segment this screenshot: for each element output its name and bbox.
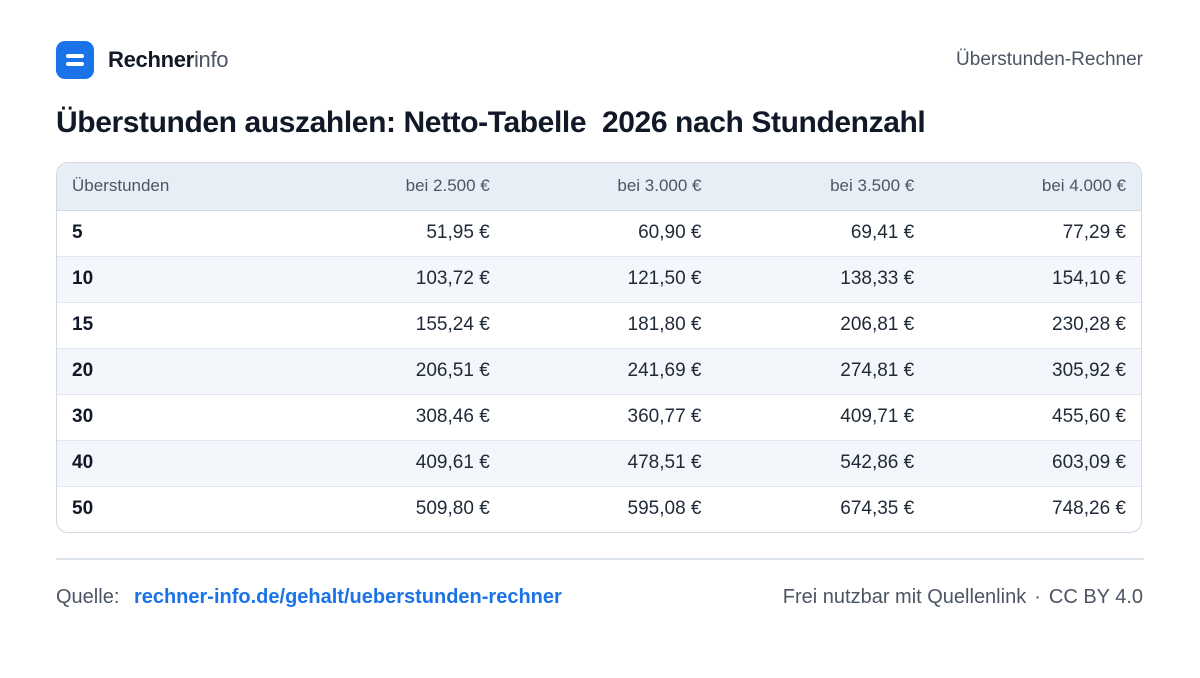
column-header: bei 3.000 € bbox=[504, 163, 717, 211]
netto-value-cell: 409,71 € bbox=[716, 393, 930, 440]
table-row: 20 206,51 €241,69 €274,81 €305,92 € bbox=[57, 347, 1141, 394]
table-row: 40 409,61 €478,51 €542,86 €603,09 € bbox=[57, 439, 1141, 486]
brand-name-strong: Rechner bbox=[108, 47, 194, 72]
netto-value-cell: 360,77 € bbox=[504, 393, 717, 440]
netto-value-cell: 603,09 € bbox=[929, 439, 1141, 486]
netto-value-cell: 595,08 € bbox=[504, 485, 717, 532]
netto-value-cell: 103,72 € bbox=[295, 255, 505, 302]
site-header: Rechnerinfo Überstunden-Rechner bbox=[56, 40, 1143, 80]
license-info: Frei nutzbar mit Quellenlink · CC BY 4.0 bbox=[783, 586, 1143, 609]
page-title: Überstunden auszahlen: Netto-Tabelle 202… bbox=[56, 106, 926, 139]
hours-cell: 40 bbox=[57, 439, 296, 486]
netto-value-cell: 60,90 € bbox=[638, 222, 702, 243]
netto-value-cell: 748,26 € bbox=[929, 485, 1141, 532]
table-body: 5 51,95 €60,90 €69,41 €77,29 €10 103,72 €1… bbox=[57, 210, 1141, 532]
table-row: 50 509,80 €595,08 €674,35 €748,26 € bbox=[57, 485, 1141, 532]
column-header: bei 3.500 € bbox=[716, 163, 930, 211]
hours-cell: 30 bbox=[57, 393, 296, 440]
hours-cell: 10 bbox=[57, 255, 296, 302]
netto-value-cell: 206,81 € bbox=[716, 301, 930, 348]
table-row: 30 308,46 €360,77 €409,71 €455,60 € bbox=[57, 393, 1141, 440]
table-row: 10 103,72 €121,50 €138,33 €154,10 € bbox=[57, 255, 1141, 302]
netto-value-cell: 542,86 € bbox=[716, 439, 930, 486]
netto-value-cell: 181,80 € bbox=[504, 301, 717, 348]
netto-value-cell: 51,95 € bbox=[426, 222, 490, 243]
netto-value-cell: 154,10 € bbox=[929, 255, 1141, 302]
hours-cell: 50 bbox=[57, 485, 296, 532]
netto-value-cell: 69,41 € bbox=[850, 222, 915, 243]
netto-value-cell: 206,51 € bbox=[295, 347, 505, 394]
data-table: Überstunden bei 2.500 € bei 3.000 € bei 3.5… bbox=[57, 163, 1141, 532]
license-separator: · bbox=[1034, 585, 1041, 608]
netto-value-cell: 274,81 € bbox=[716, 347, 930, 394]
brand-name-light: info bbox=[193, 47, 229, 72]
netto-value-cell: 138,33 € bbox=[716, 255, 930, 302]
netto-value-cell: 409,61 € bbox=[295, 439, 505, 486]
netto-value-cell: 305,92 € bbox=[929, 347, 1141, 394]
netto-value-cell: 478,51 € bbox=[504, 439, 717, 486]
license-name: CC BY 4.0 bbox=[1048, 585, 1143, 608]
footer-divider bbox=[56, 558, 1144, 560]
netto-value-cell: 308,46 € bbox=[295, 393, 505, 440]
netto-value-cell: 674,35 € bbox=[716, 485, 930, 532]
netto-value-cell: 509,80 € bbox=[295, 485, 505, 532]
netto-value-cell: 241,69 € bbox=[504, 347, 717, 394]
brand-name: Rechnerinfo bbox=[108, 47, 229, 73]
hours-cell: 5 bbox=[72, 222, 83, 243]
netto-table: Überstunden bei 2.500 € bei 3.000 € bei 3.5… bbox=[56, 162, 1142, 533]
netto-value-cell: 77,29 € bbox=[1062, 222, 1126, 243]
brand[interactable]: Rechnerinfo bbox=[56, 41, 229, 79]
hours-cell: 20 bbox=[57, 347, 296, 394]
table-row: 15 155,24 €181,80 €206,81 €230,28 € bbox=[57, 301, 1141, 348]
column-header: bei 2.500 € bbox=[295, 163, 505, 211]
section-label: Überstunden-Rechner bbox=[956, 49, 1143, 70]
license-text: Frei nutzbar mit Quellenlink bbox=[782, 585, 1027, 608]
netto-value-cell: 155,24 € bbox=[295, 301, 505, 348]
table-row: 5 51,95 € 60,90 € 69,41 € 77,29 € bbox=[57, 210, 1141, 256]
netto-value-cell: 455,60 € bbox=[929, 393, 1141, 440]
column-header: bei 4.000 € bbox=[929, 163, 1141, 211]
column-header: Überstunden bbox=[57, 163, 296, 211]
source-link[interactable]: rechner-info.de/gehalt/ueberstunden-rech… bbox=[133, 585, 562, 608]
netto-value-cell: 121,50 € bbox=[504, 255, 717, 302]
hours-cell: 15 bbox=[57, 301, 296, 348]
netto-value-cell: 230,28 € bbox=[929, 301, 1141, 348]
menu-lines-icon bbox=[56, 41, 94, 79]
source: Quelle: rechner-info.de/gehalt/ueberstun… bbox=[56, 586, 562, 609]
footer: Quelle: rechner-info.de/gehalt/ueberstun… bbox=[56, 582, 1143, 612]
table-header-row: Überstunden bei 2.500 € bei 3.000 € bei 3.5… bbox=[57, 163, 1141, 211]
source-label: Quelle: bbox=[56, 585, 120, 608]
